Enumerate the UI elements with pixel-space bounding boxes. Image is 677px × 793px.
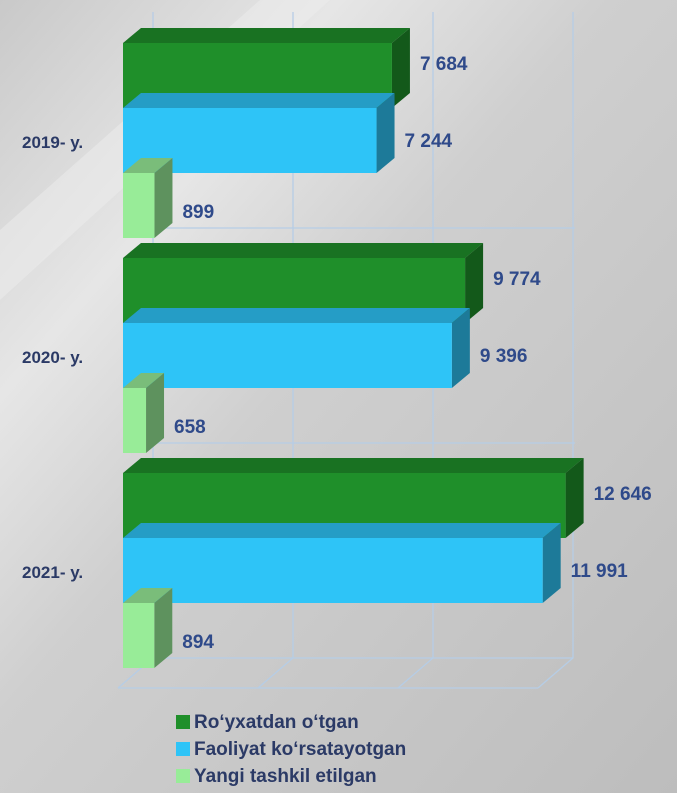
bar-front xyxy=(123,173,155,238)
value-label: 11 991 xyxy=(571,561,628,582)
value-label: 658 xyxy=(174,417,206,438)
bar-top xyxy=(123,588,173,603)
bar-side xyxy=(451,308,470,388)
bar-top xyxy=(123,28,410,43)
category-label: 2019- y. xyxy=(22,133,83,152)
value-label: 7 684 xyxy=(420,54,468,75)
value-label: 12 646 xyxy=(594,484,652,505)
bar-side xyxy=(465,243,484,323)
bar-top xyxy=(123,93,395,108)
category-label: 2020- y. xyxy=(22,348,83,367)
bar-side xyxy=(146,373,165,453)
bar-top xyxy=(123,308,470,323)
bar-front xyxy=(123,603,155,668)
bar-top xyxy=(123,373,165,388)
bar-top xyxy=(123,458,584,473)
bar-top xyxy=(123,158,173,173)
value-label: 7 244 xyxy=(405,131,453,152)
legend-label: Yangi tashkil etilgan xyxy=(194,766,377,787)
floor-edge xyxy=(118,657,573,689)
value-label: 9 774 xyxy=(493,269,541,290)
legend-label: Faoliyat ko‘rsatayotgan xyxy=(194,739,406,760)
legend-label: Ro‘yxatdan o‘tgan xyxy=(194,712,359,733)
value-label: 9 396 xyxy=(480,346,528,367)
bar xyxy=(123,373,165,453)
bar-side xyxy=(565,458,584,538)
bar-side xyxy=(154,588,173,668)
bar-top xyxy=(123,523,561,538)
bar xyxy=(123,588,173,668)
bar-front xyxy=(123,388,147,453)
bar xyxy=(123,523,561,603)
bar-top xyxy=(123,243,484,258)
category-label: 2021- y. xyxy=(22,563,83,582)
value-label: 894 xyxy=(182,632,214,653)
bar-side xyxy=(376,93,395,173)
bar xyxy=(123,158,173,238)
bar-side xyxy=(154,158,173,238)
legend-swatch xyxy=(176,715,190,729)
legend-swatch xyxy=(176,769,190,783)
bar-front xyxy=(123,538,543,603)
bar xyxy=(123,308,470,388)
bar xyxy=(123,93,395,173)
legend-swatch xyxy=(176,742,190,756)
value-label: 899 xyxy=(182,202,214,223)
bar-side xyxy=(391,28,410,108)
bar-side xyxy=(542,523,561,603)
bar-front xyxy=(123,323,452,388)
